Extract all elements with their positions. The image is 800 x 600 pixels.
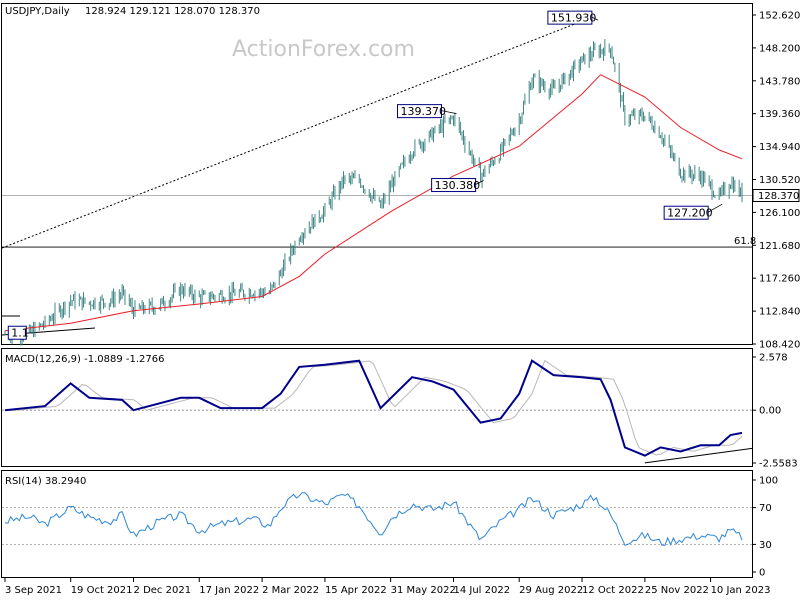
fib-level: 61.8 [2,236,756,248]
price-tick-label: 112.840 [759,307,800,318]
watermark: ActionForex.com [232,37,415,62]
annotation-box [7,325,27,340]
date-tick-label: 29 Aug 2022 [519,585,583,596]
rsi-label: RSI(14) 38.2940 [5,476,86,487]
date-tick-label: 2 Mar 2022 [262,585,319,596]
macd-tick-label: 2.578 [759,353,788,364]
date-tick-label: 12 Oct 2022 [582,585,644,596]
price-tick-label: 130.520 [759,175,800,186]
annotation-label: 127.200 [667,207,713,220]
date-tick-label: 31 May 2022 [391,585,456,596]
price-tick-label: 152.620 [759,11,800,22]
price-annotations: 151.930 139.370 130.380 127.200 1.1 [7,10,723,340]
dotted-trend-line [1,17,591,249]
annotation-box [663,205,709,220]
annotation-label: 130.380 [435,179,481,192]
date-tick-label: 19 Oct 2021 [71,585,133,596]
date-axis: 3 Sep 2021 19 Oct 2021 2 Dec 2021 17 Jan 20… [4,578,771,596]
date-tick-label: 3 Sep 2021 [5,585,62,596]
moving-average [4,74,743,332]
annotation-box [396,104,442,119]
macd-main-line [4,359,743,457]
panel-frames [1,3,753,578]
rsi-tick-label: 0 [759,568,765,579]
rsi-line [4,492,743,546]
rsi-panel [1,470,753,578]
annotation-leader [475,180,484,185]
annotation-label: 1.1 [11,327,29,340]
rsi-indicator: 100 70 30 0 [2,476,778,579]
date-tick-label: 15 Apr 2022 [325,585,387,596]
price-panel [1,3,753,345]
annotation-box [431,178,477,193]
last-price-marker: 128.370 [752,189,800,203]
price-bars [4,39,743,346]
macd-tick-label: 0.00 [759,406,781,417]
macd-indicator: 2.578 0.00 -2.5583 [2,353,798,470]
date-tick-label: 25 Nov 2022 [645,585,709,596]
last-price-box [752,189,800,203]
macd-tick-label: -2.5583 [759,459,798,470]
rsi-tick-label: 100 [759,476,778,487]
price-tick-label: 108.420 [759,340,800,351]
price-tick-label: 117.260 [759,274,800,285]
annotation-leader [707,203,723,213]
date-tick-label: 14 Jul 2022 [453,585,510,596]
date-tick-label: 2 Dec 2021 [134,585,192,596]
date-tick-label: 17 Jan 2022 [199,585,259,596]
trend-lines [1,17,752,336]
symbol-label: USDJPY,Daily [5,6,70,17]
price-axis: 152.620 148.200 143.780 139.360 134.940 130.5… [752,11,800,351]
price-tick-label: 139.360 [759,109,800,120]
rsi-tick-label: 70 [759,503,772,514]
price-tick-label: 148.200 [759,43,800,54]
rsi-tick-label: 30 [759,540,772,551]
macd-trend-line [644,447,753,464]
fib-618-label: 61.8 [734,236,756,247]
last-price-label: 128.370 [758,191,799,202]
annotation-leader [441,110,457,115]
date-tick-label: 10 Jan 2023 [711,585,771,596]
annotation-label: 139.370 [400,105,446,118]
moving-average-line [4,74,743,332]
macd-signal-line [5,359,743,456]
price-tick-label: 126.100 [759,208,800,219]
annotation-box [547,10,593,25]
macd-panel [1,348,753,467]
annotation-label: 151.930 [551,12,597,25]
price-tick-label: 121.680 [759,241,800,252]
price-tick-label: 143.780 [759,76,800,87]
ohlc-readout: 128.924 129.121 128.070 128.370 [85,6,260,17]
price-tick-label: 134.940 [759,142,800,153]
annotation-leader [591,16,599,21]
macd-label: MACD(12,26,9) -1.0889 -1.2766 [5,354,165,365]
